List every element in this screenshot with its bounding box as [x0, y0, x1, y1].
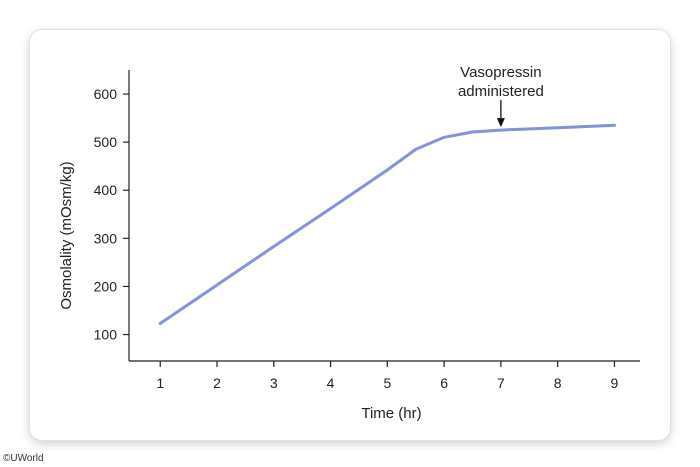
axes — [128, 70, 640, 362]
annotation-group: Vasopressin administered — [458, 64, 544, 128]
series-line — [158, 123, 616, 325]
y-axis-label: Osmolality (mOsm/kg) — [58, 161, 75, 309]
x-tick-label: 5 — [383, 375, 391, 391]
x-tick-label: 1 — [156, 375, 164, 391]
x-tick-label: 2 — [213, 375, 221, 391]
x-tick-label: 3 — [270, 375, 278, 391]
y-tick-label: 100 — [94, 327, 118, 343]
x-tick-label: 7 — [497, 375, 505, 391]
y-tick-label: 600 — [94, 86, 118, 102]
y-tick-label: 300 — [94, 230, 118, 246]
y-tick-label: 200 — [94, 278, 118, 294]
y-tick-label: 500 — [94, 134, 118, 150]
x-tick-label: 8 — [554, 375, 562, 391]
annotation-label: administered — [458, 83, 544, 100]
y-tick-label: 400 — [94, 182, 118, 198]
annotation-arrow-head — [496, 118, 505, 128]
x-tick-label: 4 — [327, 375, 335, 391]
chart-card — [30, 30, 670, 440]
x-tick-label: 9 — [611, 375, 619, 391]
axis-ticks: 100 200 300 400 500 600 1 2 3 4 5 6 7 8 9 — [94, 86, 619, 391]
annotation-label: Vasopressin — [460, 64, 541, 81]
series-group — [158, 123, 616, 325]
copyright-text: ©UWorld — [3, 453, 44, 464]
x-tick-label: 6 — [440, 375, 448, 391]
x-axis-label: Time (hr) — [361, 405, 421, 422]
